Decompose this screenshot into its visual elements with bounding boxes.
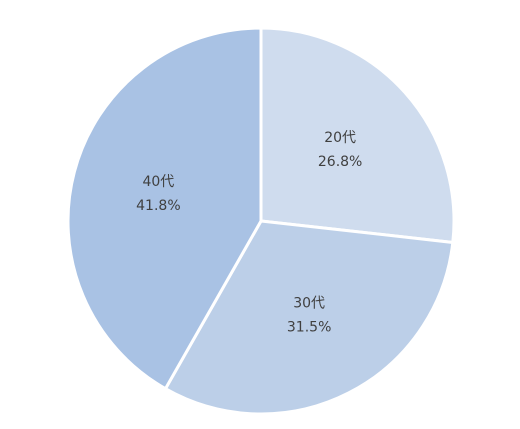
slice-value-label: 31.5% [287,320,331,336]
pie-slice [259,26,456,245]
slice-category-label: 40代 [142,174,174,190]
slice-value-label: 26.8% [318,154,362,170]
slice-category-label: 20代 [324,130,356,146]
pie-slice [66,26,263,391]
slice-value-label: 41.8% [136,198,180,214]
pie-slice [163,219,455,416]
slice-category-label: 30代 [293,296,325,312]
